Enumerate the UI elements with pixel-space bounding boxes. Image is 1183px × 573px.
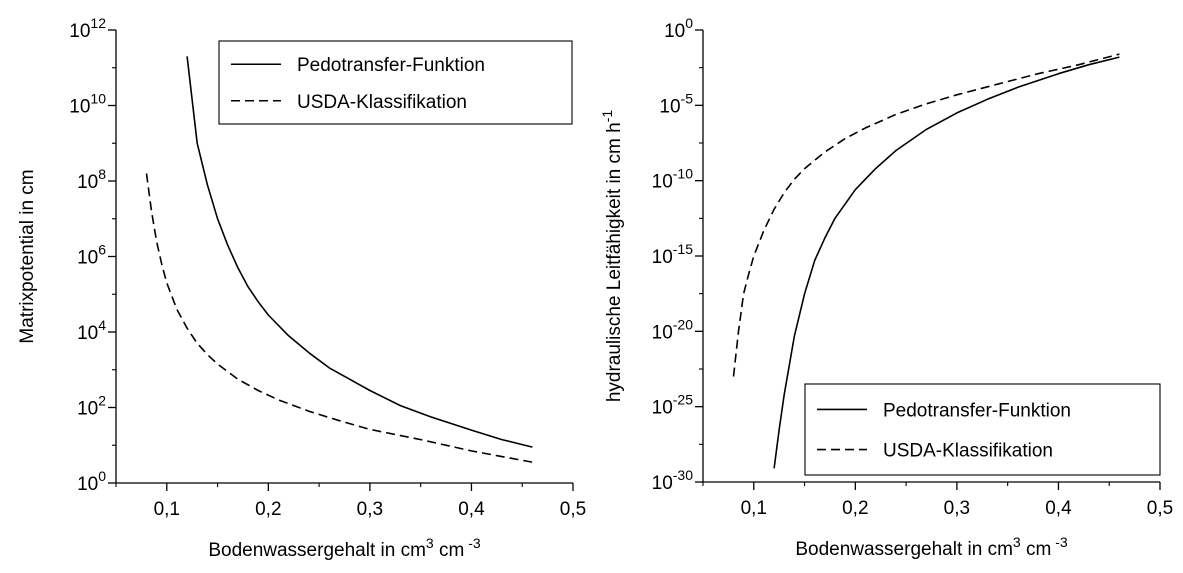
y-tick-label: 106 <box>77 242 106 269</box>
series-line-pedotransfer <box>773 56 1120 469</box>
x-tick-label: 0,2 <box>842 498 868 519</box>
series-line-usda <box>732 53 1120 377</box>
y-tick-label: 10-5 <box>659 90 693 117</box>
y-tick-label: 100 <box>77 468 106 495</box>
y-tick-label: 1012 <box>69 15 106 42</box>
y-tick-label: 10-25 <box>652 392 694 419</box>
y-tick-label: 10-10 <box>652 166 694 193</box>
legend-box <box>804 383 1161 476</box>
y-tick-label: 1010 <box>69 91 106 118</box>
x-tick-label: 0,4 <box>458 499 485 520</box>
y-tick-label: 104 <box>77 317 106 344</box>
y-tick-label: 10-20 <box>652 316 694 343</box>
chart-1: 0,1 0,2 0,3 0,4 0,5 100 102 104 106 108 1010 1012 Bo… <box>17 15 586 561</box>
x-tick-label: 0,1 <box>154 499 180 520</box>
legend-label: USDA-Klassifikation <box>297 92 467 113</box>
series-line-pedotransfer <box>186 56 533 448</box>
y-axis-label: hydraulische Leitfähigkeit in cm h-1 <box>599 110 625 403</box>
legend: Pedotransfer-Funktion USDA-Klassifikation <box>804 383 1161 476</box>
x-axis-label: Bodenwassergehalt in cm3 cm -3 <box>795 534 1068 560</box>
series-line-usda <box>145 173 533 463</box>
x-tick-label: 0,5 <box>560 499 586 520</box>
y-tick-label: 10-30 <box>652 467 694 494</box>
y-tick-label: 100 <box>664 15 693 42</box>
x-tick-label: 0,2 <box>255 499 281 520</box>
x-axis-label: Bodenwassergehalt in cm3 cm -3 <box>208 535 481 561</box>
y-tick-label: 108 <box>77 166 106 193</box>
legend-label: Pedotransfer-Funktion <box>297 55 485 76</box>
y-axis-label: Matrixpotential in cm <box>17 169 38 343</box>
legend-label: Pedotransfer-Funktion <box>883 400 1071 421</box>
x-tick-label: 0,1 <box>741 498 767 519</box>
y-tick-label: 10-15 <box>652 241 694 268</box>
x-tick-label: 0,3 <box>357 499 383 520</box>
y-tick-label: 102 <box>77 393 106 420</box>
legend-box <box>218 40 573 125</box>
legend-label: USDA-Klassifikation <box>883 441 1053 462</box>
x-tick-label: 0,5 <box>1147 498 1173 519</box>
x-tick-label: 0,3 <box>944 498 970 519</box>
legend: Pedotransfer-Funktion USDA-Klassifikation <box>218 40 573 125</box>
chart-2: 0,1 0,2 0,3 0,4 0,5 10-30 10-25 10-20 10-15 10-10… <box>599 15 1173 560</box>
x-tick-label: 0,4 <box>1045 498 1072 519</box>
